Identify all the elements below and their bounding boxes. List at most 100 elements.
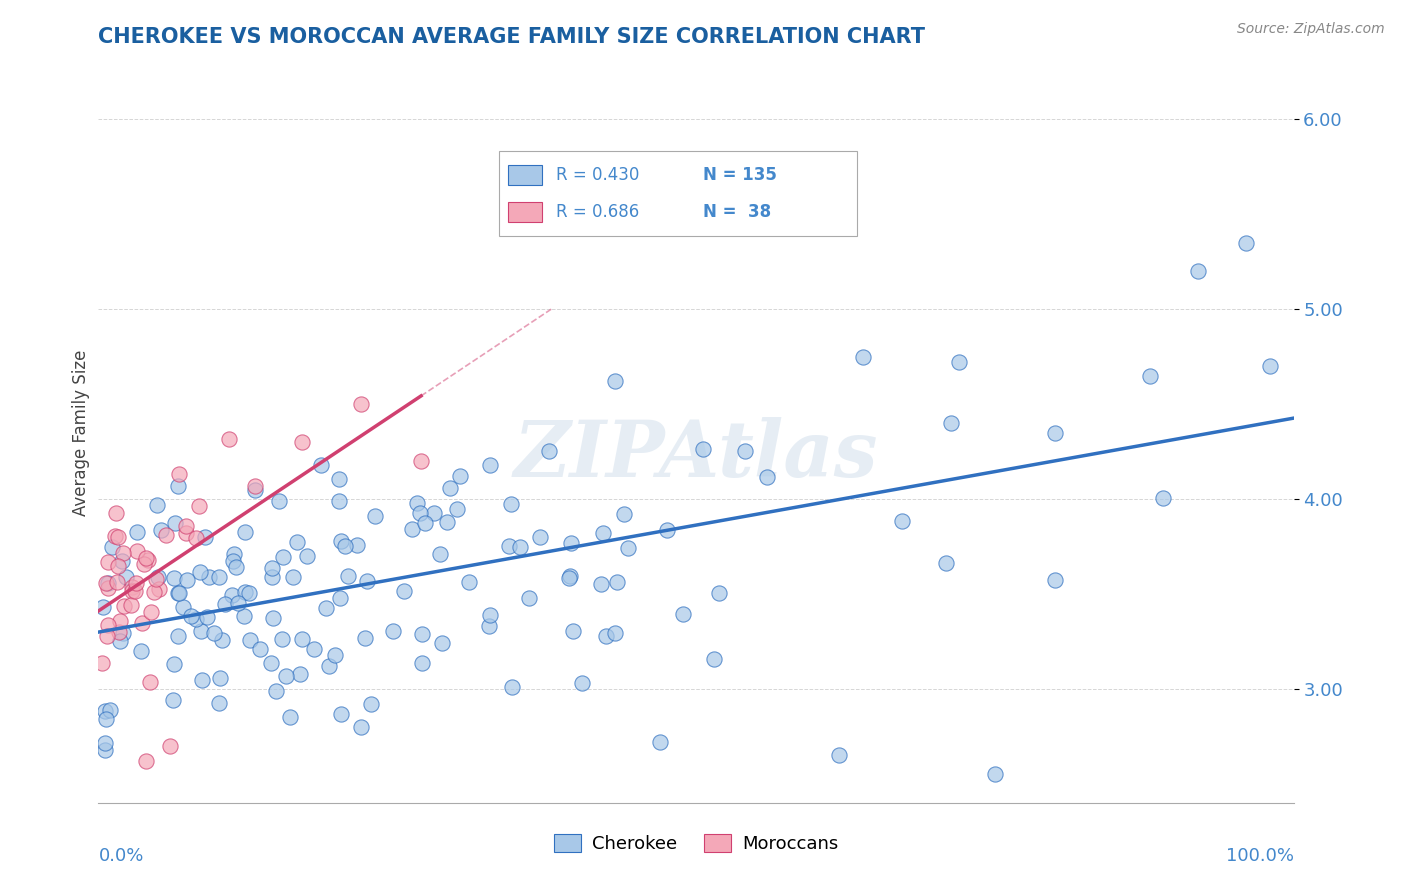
Point	[560, 569, 582, 583]
Point	[176, 573, 198, 587]
Point	[167, 586, 190, 600]
Point	[249, 641, 271, 656]
Point	[148, 570, 170, 584]
Text: CHEROKEE VS MOROCCAN AVERAGE FAMILY SIZE CORRELATION CHART: CHEROKEE VS MOROCCAN AVERAGE FAMILY SIZE…	[98, 27, 925, 47]
Bar	[509, 202, 541, 222]
Point	[446, 501, 468, 516]
Point	[174, 526, 197, 541]
Point	[605, 374, 627, 388]
Point	[561, 624, 583, 638]
Point	[278, 710, 301, 724]
Point	[148, 582, 170, 596]
Point	[707, 586, 730, 600]
Point	[159, 739, 181, 753]
Point	[131, 615, 153, 630]
Point	[537, 444, 560, 458]
Point	[436, 516, 458, 530]
Point	[187, 499, 209, 513]
Point	[498, 540, 520, 554]
Point	[188, 565, 211, 579]
Point	[155, 528, 177, 542]
Point	[935, 556, 957, 570]
Point	[129, 644, 152, 658]
Point	[346, 538, 368, 552]
Point	[165, 516, 187, 530]
Text: N = 135: N = 135	[703, 166, 778, 184]
Point	[239, 632, 262, 647]
Point	[509, 541, 531, 555]
Point	[238, 586, 260, 600]
Point	[1234, 235, 1257, 250]
Point	[350, 720, 373, 734]
Point	[329, 591, 352, 605]
Point	[98, 703, 121, 717]
Point	[195, 610, 218, 624]
Point	[458, 575, 481, 590]
Point	[166, 629, 188, 643]
Point	[132, 558, 155, 572]
Point	[297, 549, 319, 564]
Point	[91, 600, 114, 615]
Point	[115, 570, 138, 584]
Point	[149, 523, 172, 537]
Point	[124, 575, 146, 590]
Point	[104, 506, 127, 520]
Point	[111, 626, 134, 640]
Point	[360, 697, 382, 711]
Point	[291, 632, 314, 647]
Point	[105, 574, 128, 589]
Point	[501, 680, 523, 694]
Point	[984, 767, 1007, 781]
Point	[449, 469, 471, 483]
Point	[350, 397, 373, 411]
Point	[501, 497, 523, 511]
Point	[328, 494, 350, 508]
Point	[121, 583, 143, 598]
Point	[411, 454, 433, 468]
Point	[323, 648, 346, 662]
Point	[356, 574, 378, 588]
Point	[648, 735, 672, 749]
Point	[186, 612, 208, 626]
Point	[264, 684, 287, 698]
Point	[571, 676, 593, 690]
Point	[108, 634, 131, 648]
Point	[592, 526, 614, 541]
Point	[328, 472, 350, 486]
Point	[224, 547, 246, 561]
Point	[329, 707, 352, 722]
Text: R = 0.686: R = 0.686	[557, 203, 640, 221]
Point	[191, 673, 214, 687]
Point	[478, 458, 501, 472]
Point	[333, 539, 356, 553]
Point	[197, 570, 219, 584]
Point	[233, 584, 256, 599]
Point	[703, 652, 725, 666]
Point	[260, 570, 283, 584]
Point	[97, 617, 120, 632]
Point	[172, 600, 194, 615]
Point	[828, 748, 851, 763]
Point	[1043, 573, 1066, 587]
Point	[141, 605, 163, 619]
Text: N =  38: N = 38	[703, 203, 772, 221]
Point	[208, 696, 231, 710]
Point	[394, 583, 416, 598]
Point	[270, 632, 292, 646]
Point	[281, 570, 304, 584]
Point	[138, 675, 160, 690]
Point	[429, 547, 451, 561]
Point	[1258, 359, 1281, 374]
Point	[233, 524, 256, 539]
Point	[353, 631, 375, 645]
Point	[162, 572, 184, 586]
Point	[591, 577, 613, 591]
Point	[166, 586, 188, 600]
Point	[93, 704, 115, 718]
FancyBboxPatch shape	[499, 152, 858, 236]
Point	[616, 541, 638, 556]
Point	[478, 619, 501, 633]
Point	[734, 443, 756, 458]
Point	[94, 736, 117, 750]
Point	[167, 467, 190, 482]
